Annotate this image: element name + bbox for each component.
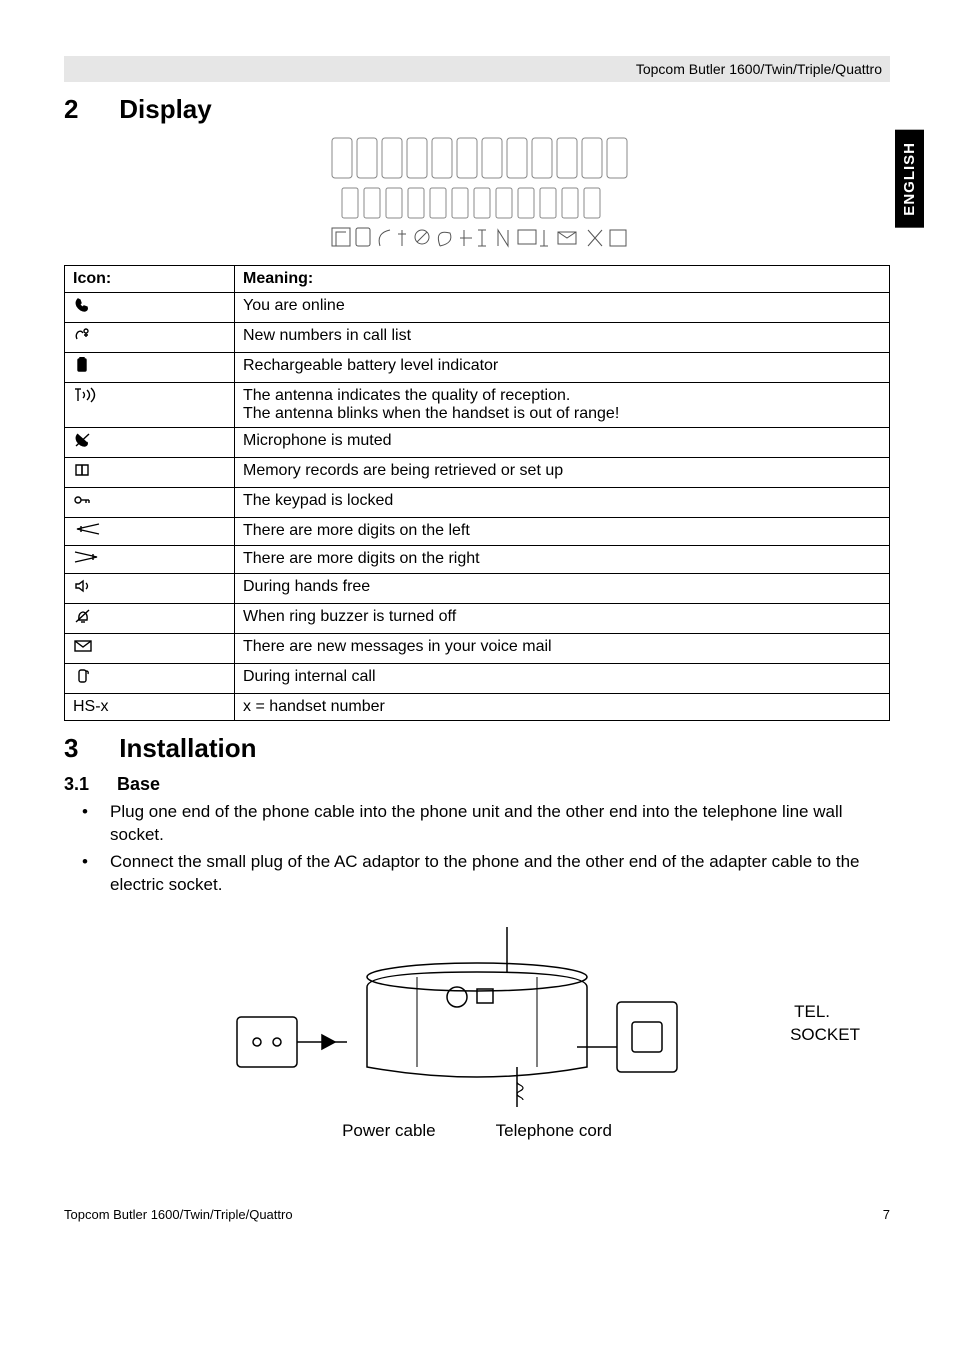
meaning-cell: You are online [235, 293, 890, 323]
table-row: There are more digits on the left [65, 518, 890, 546]
icon-cell [65, 664, 235, 694]
icon-cell [65, 353, 235, 383]
icon-cell [65, 634, 235, 664]
book-icon [73, 465, 93, 482]
footer-right: 7 [883, 1207, 890, 1222]
icon-cell [65, 604, 235, 634]
table-row: During internal call [65, 664, 890, 694]
icon-cell [65, 428, 235, 458]
lcd-display-illustration [64, 133, 890, 253]
list-item: Plug one end of the phone cable into the… [92, 801, 890, 847]
th-meaning: Meaning: [235, 266, 890, 293]
table-row: New numbers in call list [65, 323, 890, 353]
table-row: Rechargeable battery level indicator [65, 353, 890, 383]
icon-cell [65, 546, 235, 574]
bellOff-icon [73, 611, 93, 628]
table-header-row: Icon: Meaning: [65, 266, 890, 293]
footer: Topcom Butler 1600/Twin/Triple/Quattro 7 [64, 1207, 890, 1222]
icon-cell: HS-x [65, 694, 235, 721]
section-installation-title: Installation [119, 733, 256, 763]
section-installation-num: 3 [64, 733, 112, 764]
meaning-cell: During hands free [235, 574, 890, 604]
table-row: Memory records are being retrieved or se… [65, 458, 890, 488]
table-row: HS-xx = handset number [65, 694, 890, 721]
section-base-heading: 3.1 Base [64, 774, 890, 795]
icon-cell [65, 383, 235, 428]
tel-label-1: TEL. [794, 1002, 830, 1022]
header-bar: Topcom Butler 1600/Twin/Triple/Quattro [64, 56, 890, 82]
meaning-cell: There are more digits on the left [235, 518, 890, 546]
icon-cell [65, 518, 235, 546]
section-base-num: 3.1 [64, 774, 112, 795]
section-display-num: 2 [64, 94, 112, 125]
table-row: There are new messages in your voice mai… [65, 634, 890, 664]
table-row: You are online [65, 293, 890, 323]
table-row: There are more digits on the right [65, 546, 890, 574]
install-list: Plug one end of the phone cable into the… [64, 801, 890, 897]
power-cable-label: Power cable [342, 1121, 436, 1141]
icon-cell [65, 323, 235, 353]
meaning-cell: New numbers in call list [235, 323, 890, 353]
mute-icon [73, 435, 93, 452]
key-icon [73, 495, 93, 512]
handset-icon [73, 300, 93, 317]
table-row: During hands free [65, 574, 890, 604]
list-item: Connect the small plug of the AC adaptor… [92, 851, 890, 897]
battery-icon [73, 360, 93, 377]
icon-cell [65, 293, 235, 323]
meaning-cell: Microphone is muted [235, 428, 890, 458]
section-display-title: Display [119, 94, 212, 124]
footer-left: Topcom Butler 1600/Twin/Triple/Quattro [64, 1207, 293, 1222]
icon-cell [65, 574, 235, 604]
icon-cell [65, 488, 235, 518]
meaning-cell: There are more digits on the right [235, 546, 890, 574]
header-model: Topcom Butler 1600/Twin/Triple/Quattro [636, 61, 882, 77]
section-installation-heading: 3 Installation [64, 733, 890, 764]
icon-cell [65, 458, 235, 488]
tel-label-2: SOCKET [790, 1025, 860, 1045]
table-row: The antenna indicates the quality of rec… [65, 383, 890, 428]
page: Topcom Butler 1600/Twin/Triple/Quattro E… [0, 0, 954, 1262]
meaning-cell: Rechargeable battery level indicator [235, 353, 890, 383]
section-display-heading: 2 Display [64, 94, 890, 125]
speaker-icon [73, 581, 93, 598]
base-diagram: TEL. SOCKET Power cable Telephone cord [64, 917, 890, 1147]
icon-table: Icon: Meaning: You are onlineNew numbers… [64, 265, 890, 721]
meaning-cell: x = handset number [235, 694, 890, 721]
table-row: Microphone is muted [65, 428, 890, 458]
calllist-icon [73, 330, 93, 347]
antenna-icon [73, 390, 103, 407]
envelope-icon [73, 641, 93, 658]
section-base-title: Base [117, 774, 160, 794]
meaning-cell: The antenna indicates the quality of rec… [235, 383, 890, 428]
meaning-cell: The keypad is locked [235, 488, 890, 518]
table-row: The keypad is locked [65, 488, 890, 518]
meaning-cell: Memory records are being retrieved or se… [235, 458, 890, 488]
telephone-cord-label: Telephone cord [496, 1121, 612, 1141]
th-icon: Icon: [65, 266, 235, 293]
intercom-icon [73, 671, 93, 688]
arrowL-icon [73, 523, 101, 540]
meaning-cell: There are new messages in your voice mai… [235, 634, 890, 664]
meaning-cell: During internal call [235, 664, 890, 694]
meaning-cell: When ring buzzer is turned off [235, 604, 890, 634]
table-row: When ring buzzer is turned off [65, 604, 890, 634]
language-tab: ENGLISH [895, 130, 924, 228]
arrowR-icon [73, 551, 101, 568]
